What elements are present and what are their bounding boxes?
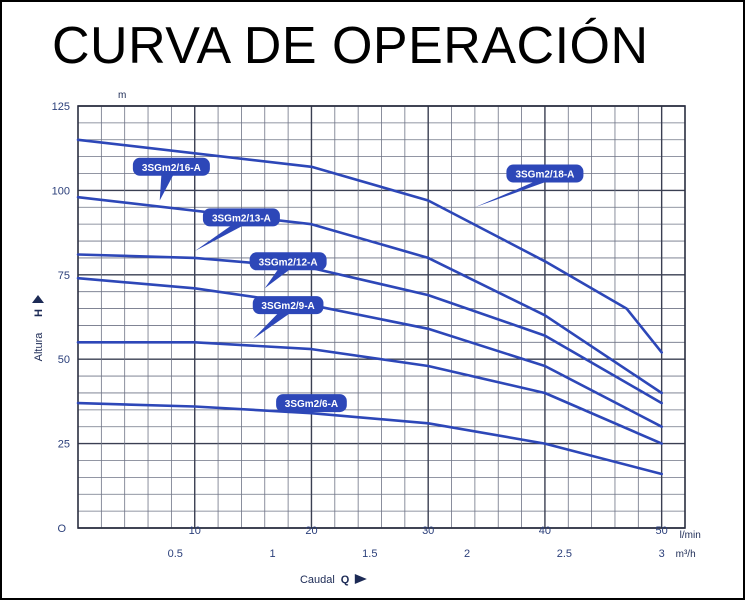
y-tick-label: 100 — [52, 185, 70, 197]
y-tick-label: 25 — [58, 439, 70, 451]
y-axis-label: Altura — [33, 332, 45, 362]
y-unit-label: m — [118, 90, 126, 101]
x-tick-label: 40 — [539, 525, 551, 537]
x2-unit-label: m³/h — [676, 549, 696, 560]
y-axis-title: Altura H — [32, 295, 45, 361]
axes: 25 50 75 100 125 m O Altura H 10 20 30 40 50 l/min 0.5 1… — [32, 90, 701, 586]
series-label-pointer — [264, 269, 291, 289]
x2-tick-label: 2.5 — [557, 548, 572, 560]
series-label-text: 3SGm2/9-A — [261, 301, 314, 312]
y-axis-symbol: H — [33, 309, 45, 317]
series-label-3: 3SGm2/12-A — [249, 252, 327, 289]
series-label-bubble — [276, 394, 347, 413]
x-axis-arrow-icon — [354, 574, 367, 584]
series-line-5 — [76, 401, 664, 476]
series-label-pointer — [159, 174, 174, 201]
page-title: CURVA DE OPERACIÓN — [52, 17, 649, 75]
series-line-1 — [76, 195, 664, 395]
x2-tick-label: 2 — [464, 548, 470, 560]
series-label-text: 3SGm2/13-A — [212, 213, 271, 224]
series-label-4: 3SGm2/9-A — [252, 296, 324, 339]
origin-label: O — [57, 523, 66, 535]
x2-tick-label: 3 — [659, 548, 665, 560]
plot-border — [77, 105, 686, 529]
series-label-0: 3SGm2/18-A — [474, 164, 584, 208]
y-tick-label: 50 — [58, 354, 70, 366]
x-axis-label: Caudal — [300, 574, 335, 586]
x-tick-label: 50 — [656, 525, 668, 537]
x-tick-label: 30 — [422, 525, 434, 537]
series-label-pointer — [194, 225, 244, 252]
series-label-5: 3SGm2/6-A — [276, 394, 347, 414]
series-labels: 3SGm2/18-A 3SGm2/16-A 3SGm2/13-A 3SGm2/12-A… — [132, 157, 584, 414]
series-label-pointer — [253, 313, 291, 339]
series-label-bubble — [132, 157, 210, 176]
series-line-3 — [76, 276, 664, 429]
x-tick-label: 10 — [189, 525, 201, 537]
series-label-bubble — [249, 252, 327, 271]
series-line-0 — [76, 138, 664, 354]
series-label-text: 3SGm2/18-A — [515, 170, 574, 181]
x2-tick-label: 0.5 — [168, 548, 183, 560]
x-tick-label: 20 — [305, 525, 317, 537]
series-line-4 — [76, 340, 664, 445]
y-tick-label: 125 — [52, 101, 70, 113]
y-tick-label: 75 — [58, 270, 70, 282]
series-label-pointer — [474, 181, 547, 208]
series-label-bubble — [252, 296, 324, 315]
series-label-text: 3SGm2/16-A — [142, 163, 201, 174]
x-axis-symbol: Q — [341, 574, 350, 586]
series-label-bubble — [506, 164, 584, 183]
x-unit-label: l/min — [680, 530, 701, 541]
series-label-pointer — [288, 411, 314, 414]
y-axis-arrow-icon — [32, 295, 44, 303]
grid — [77, 105, 686, 529]
series-label-2: 3SGm2/13-A — [194, 208, 280, 252]
series-line-2 — [76, 253, 664, 405]
series-label-text: 3SGm2/12-A — [259, 257, 318, 268]
x2-tick-label: 1.5 — [362, 548, 377, 560]
series-label-1: 3SGm2/16-A — [132, 157, 210, 201]
series-label-bubble — [202, 208, 280, 227]
series-label-text: 3SGm2/6-A — [285, 399, 338, 410]
x2-tick-label: 1 — [269, 548, 275, 560]
